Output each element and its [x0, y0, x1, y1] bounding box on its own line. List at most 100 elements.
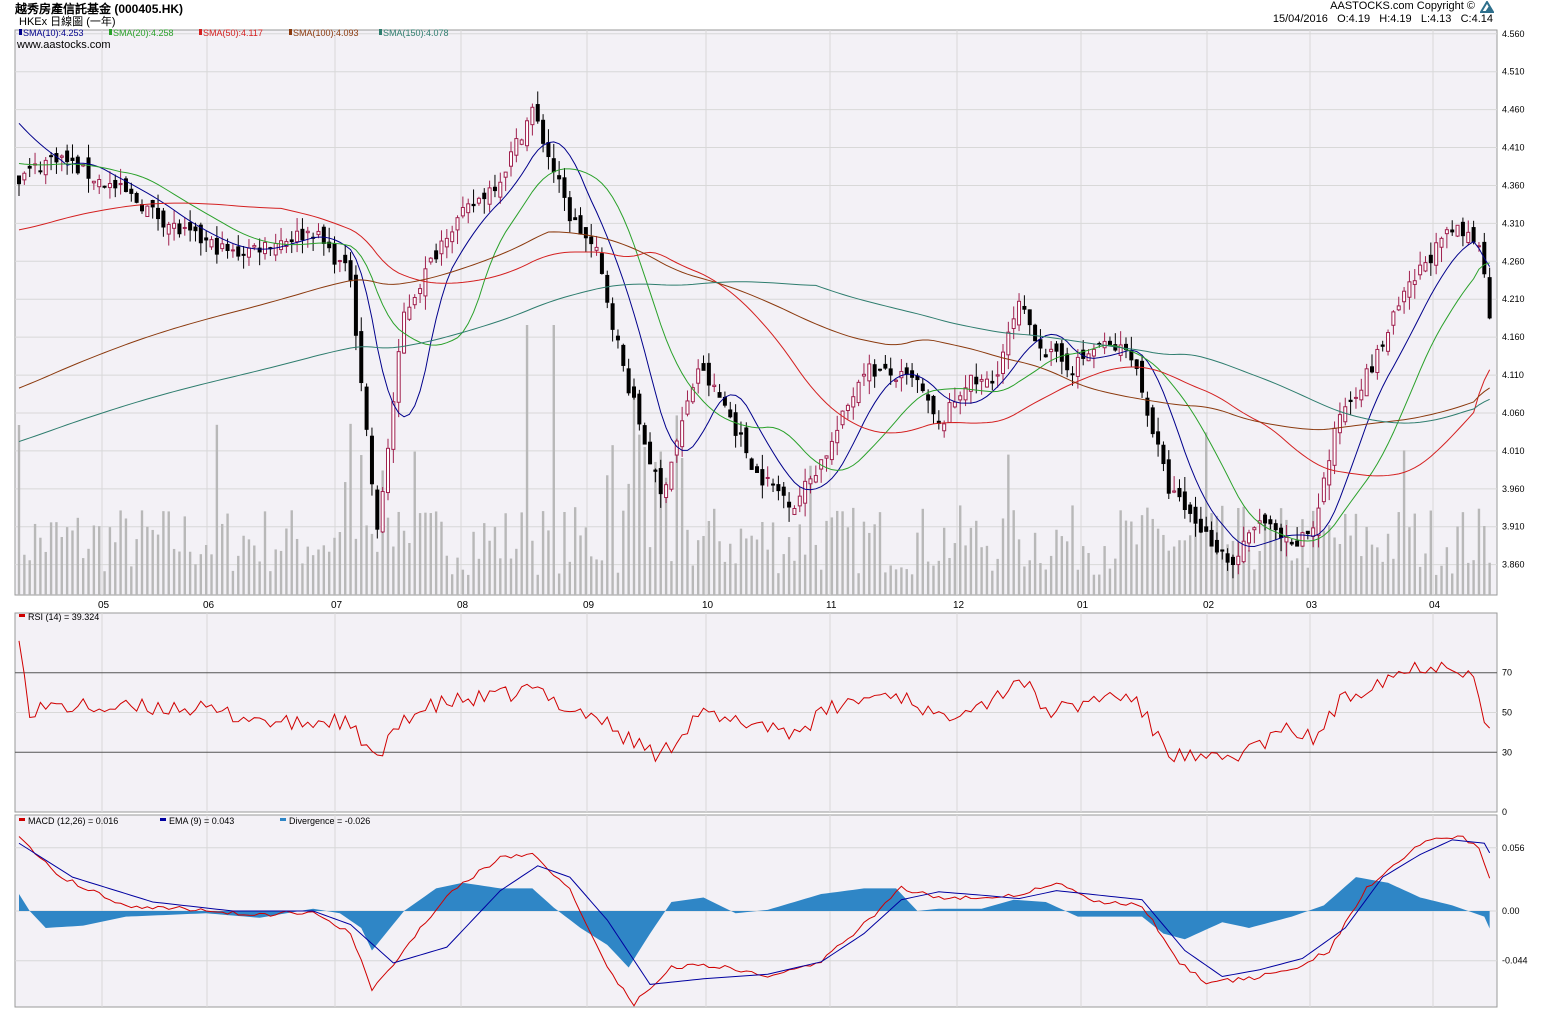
volume-bar: [1049, 555, 1053, 595]
candle-body: [316, 230, 321, 236]
candle-body: [974, 376, 979, 385]
volume-bar: [873, 524, 876, 595]
candle-body: [423, 268, 428, 297]
volume-bar: [1071, 505, 1074, 595]
candle-body: [535, 104, 540, 122]
volume-bar: [253, 545, 256, 595]
candle-body: [861, 373, 866, 377]
price-y-tick: 4.510: [1502, 67, 1525, 77]
candle-body: [498, 181, 503, 198]
candle-body: [845, 404, 850, 412]
volume-bar: [114, 542, 117, 595]
volume-bar: [1386, 533, 1390, 595]
candle-body: [1375, 348, 1380, 374]
candle-body: [1198, 518, 1203, 533]
volume-bar: [1055, 529, 1058, 595]
price-y-tick: 4.560: [1502, 29, 1525, 39]
candle-body: [1455, 224, 1460, 237]
legend-swatch: [19, 29, 22, 35]
candle-body: [1156, 431, 1161, 445]
candle-body: [107, 183, 112, 189]
volume-bar: [798, 524, 801, 595]
volume-bar: [1076, 569, 1080, 595]
volume-bar: [317, 549, 320, 595]
volume-bar: [713, 508, 716, 595]
candle-body: [605, 274, 610, 303]
volume-bar: [1311, 510, 1315, 595]
volume-bar: [1285, 519, 1288, 595]
candle-body: [1289, 541, 1294, 545]
volume-bar: [616, 572, 620, 595]
candle-body: [182, 226, 187, 229]
candle-body: [1284, 536, 1289, 543]
volume-bar: [959, 505, 962, 595]
volume-bar: [750, 535, 753, 595]
candle-body: [968, 374, 973, 392]
candle-body: [1091, 348, 1096, 357]
candle-body: [621, 344, 626, 366]
volume-bar: [274, 549, 277, 595]
volume-bar: [1408, 527, 1411, 595]
candle-body: [279, 240, 284, 251]
candle-body: [327, 241, 332, 249]
candle-body: [1043, 354, 1048, 358]
candle-body: [947, 402, 952, 423]
candle-body: [1487, 277, 1492, 319]
candle-body: [615, 335, 620, 341]
volume-bar: [370, 533, 374, 595]
candle-body: [1033, 324, 1038, 342]
volume-bar: [830, 517, 834, 595]
volume-bar: [108, 527, 112, 595]
month-tick-label: 11: [826, 600, 837, 611]
price-y-tick: 3.960: [1502, 484, 1525, 494]
month-tick-label: 04: [1429, 600, 1441, 611]
candle-body: [140, 204, 144, 212]
candle-body: [829, 440, 834, 461]
volume-bar: [178, 551, 181, 595]
candle-body: [594, 246, 599, 251]
candle-body: [648, 441, 653, 465]
candle-body: [926, 394, 931, 401]
volume-bar: [1162, 534, 1165, 595]
volume-bar: [1082, 546, 1085, 595]
volume-bar: [1381, 561, 1384, 595]
candle-body: [17, 175, 21, 185]
candle-body: [353, 274, 358, 336]
volume-bar: [467, 574, 470, 595]
candle-body: [343, 254, 348, 264]
volume-bar: [424, 512, 427, 595]
volume-bar: [135, 539, 138, 595]
candle-body: [59, 155, 64, 158]
volume-bar: [1092, 574, 1096, 595]
volume-bar: [146, 526, 149, 595]
candle-body: [1279, 527, 1284, 539]
volume-bar: [1114, 558, 1117, 595]
candle-body: [375, 489, 380, 530]
volume-bar: [392, 546, 395, 595]
candle-body: [530, 106, 535, 126]
volume-bar: [1194, 524, 1197, 595]
candle-body: [1107, 340, 1112, 346]
month-tick-label: 07: [331, 600, 343, 611]
candle-body: [246, 247, 251, 258]
volume-bar: [263, 511, 267, 595]
candle-body: [1380, 344, 1385, 347]
volume-bar: [878, 512, 882, 595]
candle-body: [1450, 229, 1455, 233]
volume-bar: [515, 548, 518, 595]
volume-bar: [1269, 525, 1272, 595]
volume-bar: [408, 543, 411, 595]
candle-body: [439, 240, 444, 255]
candle-body: [717, 392, 722, 398]
candle-body: [541, 119, 546, 144]
volume-bar: [600, 560, 604, 595]
volume-bar: [183, 516, 186, 595]
candle-body: [749, 458, 754, 470]
volume-bar: [803, 554, 807, 595]
candle-body: [1295, 540, 1300, 547]
volume-bar: [55, 522, 58, 595]
volume-bar: [702, 535, 705, 595]
volume-bar: [311, 555, 315, 595]
volume-bar: [1044, 569, 1047, 595]
